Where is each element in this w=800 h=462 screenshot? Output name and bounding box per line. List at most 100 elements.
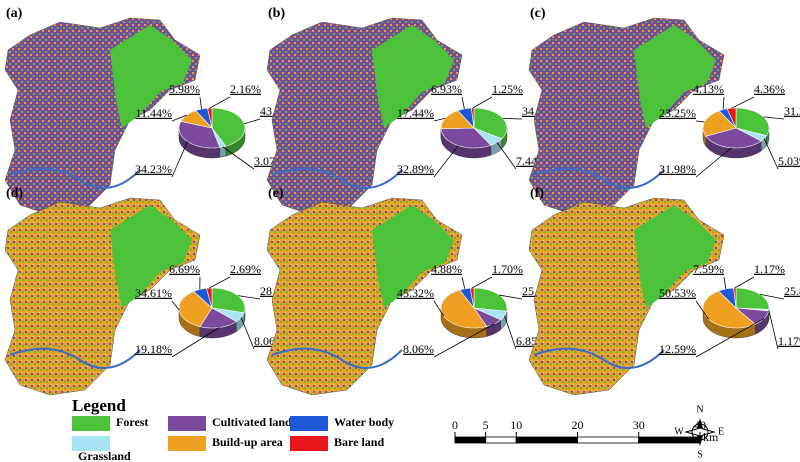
legend-title: Legend xyxy=(72,396,126,415)
legend-swatch xyxy=(168,436,206,451)
panel-label: (e) xyxy=(268,186,284,201)
value-label: 34.23% xyxy=(135,162,172,176)
value-label: 1.70% xyxy=(492,262,523,276)
panel-label: (b) xyxy=(268,6,285,21)
value-label: 19.18% xyxy=(135,342,172,356)
scale-tick-label: 30 xyxy=(633,418,645,432)
leader-line xyxy=(222,146,255,170)
pie-slice xyxy=(440,110,475,130)
value-label: 17.44% xyxy=(397,106,434,120)
legend-label: Cultivated land xyxy=(212,415,292,429)
value-label: 4.36% xyxy=(754,82,785,96)
scale-tick-label: 20 xyxy=(572,418,584,432)
map-river xyxy=(9,347,141,369)
panel-label: (a) xyxy=(6,6,23,21)
pie-slice xyxy=(193,287,213,309)
pie-slice xyxy=(735,107,770,136)
legend-label: Forest xyxy=(116,415,148,429)
value-label: 1.25% xyxy=(492,82,523,96)
leader-line xyxy=(433,300,445,317)
pie-slice xyxy=(705,127,762,149)
leader-line xyxy=(240,317,255,350)
leader-line xyxy=(209,96,231,109)
map-forest xyxy=(110,25,192,128)
leader-line xyxy=(209,276,231,289)
leader-line xyxy=(433,145,459,178)
panel-label: (f) xyxy=(530,186,544,201)
legend-swatch xyxy=(72,436,110,451)
value-label: 4.88% xyxy=(431,262,462,276)
scale-segment xyxy=(454,436,487,444)
pie-slice xyxy=(473,307,507,321)
value-label: 6.93% xyxy=(431,82,462,96)
scale-segment xyxy=(485,436,517,444)
pie-slice xyxy=(195,107,213,130)
value-label: 4.13% xyxy=(693,82,724,96)
leader-line xyxy=(504,315,517,350)
pie-slice xyxy=(457,107,475,129)
pie-slice xyxy=(211,287,246,314)
leader-line xyxy=(734,276,755,289)
pie-slice xyxy=(702,290,756,329)
value-label: 1.17% xyxy=(778,334,800,348)
compass-east: E xyxy=(718,426,724,437)
leader-line xyxy=(723,276,727,290)
leader-line xyxy=(171,114,187,122)
pie-slice xyxy=(178,120,221,149)
pie-slice xyxy=(718,108,737,129)
panel: (f) 25.88% 1.17% 12.59% 50.53% 7.59% 1.17% xyxy=(528,186,800,396)
pie-slice xyxy=(211,307,245,322)
value-label: 31.98% xyxy=(659,162,696,176)
map-forest xyxy=(634,205,716,308)
pie-slice xyxy=(211,107,246,147)
legend-label: Water body xyxy=(334,415,394,429)
pie-slice xyxy=(735,127,767,142)
value-label: 45.32% xyxy=(397,286,434,300)
value-label: 7.59% xyxy=(693,262,724,276)
value-label: 12.59% xyxy=(659,342,696,356)
value-label: 32.89% xyxy=(397,162,434,176)
legend-label: Grassland xyxy=(78,449,131,462)
leader-line xyxy=(171,300,180,311)
scale-tick-label: 0 xyxy=(452,418,458,432)
compass-north: N xyxy=(696,404,703,415)
value-label: 5.98% xyxy=(169,82,200,96)
scale-tick-label: 40 xyxy=(694,418,706,432)
pie-slice xyxy=(471,107,475,129)
value-label: 1.17% xyxy=(754,262,785,276)
map-forest xyxy=(372,205,454,308)
leader-line xyxy=(237,295,261,300)
scale-tick-label: 10 xyxy=(510,418,522,432)
panel: (b)34.04%7.44%32.89%17.44%6.93%1.25% xyxy=(266,6,559,216)
panel-label: (c) xyxy=(530,6,546,21)
map-river xyxy=(533,347,665,369)
leader-line xyxy=(199,96,202,110)
map-river xyxy=(271,167,403,189)
value-label: 6.69% xyxy=(169,262,200,276)
scale-segment xyxy=(638,436,701,444)
map-river xyxy=(271,347,403,369)
panel-label: (d) xyxy=(6,186,23,201)
value-label: 31.25% xyxy=(784,104,800,118)
leader-line xyxy=(763,138,779,170)
compass-south: S xyxy=(697,449,703,460)
value-label: 11.44% xyxy=(135,106,172,120)
panel: (d)28.77%8.06%19.18%34.61%6.69%2.69% xyxy=(4,186,297,396)
leader-line xyxy=(722,96,725,110)
leader-line xyxy=(695,318,765,358)
pie-slice xyxy=(473,287,508,312)
leader-line xyxy=(499,294,523,300)
leader-line xyxy=(695,147,732,178)
compass-west: W xyxy=(674,426,684,437)
value-label: 50.53% xyxy=(659,286,696,300)
map-forest xyxy=(372,25,454,128)
leader-line xyxy=(461,276,466,289)
leader-line xyxy=(433,117,446,122)
leader-line xyxy=(244,118,261,125)
map-river xyxy=(9,167,141,189)
panel: (c) 31.25% 5.03% 31.98% 23.25% 4.13% 4.36% xyxy=(528,6,800,216)
value-label: 23.25% xyxy=(659,106,696,120)
leader-line xyxy=(461,96,465,109)
leader-line xyxy=(171,327,220,358)
